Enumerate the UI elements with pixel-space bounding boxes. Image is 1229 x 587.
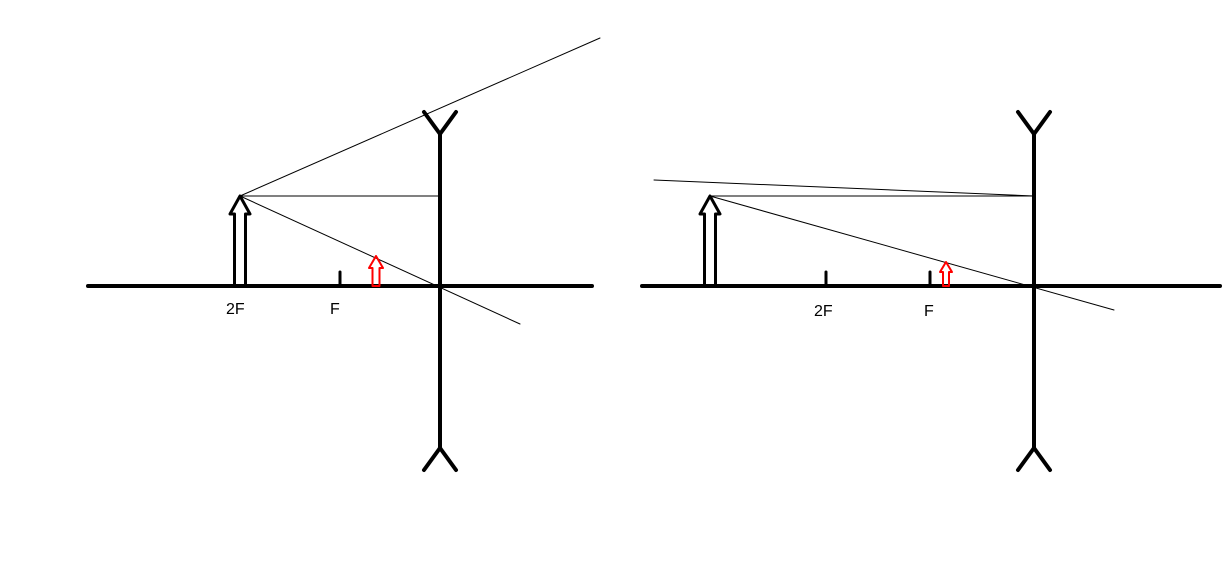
left-diagram: 2F F xyxy=(88,38,600,470)
ray-2 xyxy=(710,196,1114,310)
lens-top-arrow xyxy=(1018,112,1034,134)
lens-top-arrow xyxy=(1034,112,1050,134)
optics-diagram: 2F F 2F F xyxy=(0,0,1229,587)
lens-bottom-arrow xyxy=(1018,448,1034,470)
ray-1 xyxy=(240,38,600,196)
right-diagram: 2F F xyxy=(642,112,1220,470)
lens-bottom-arrow xyxy=(424,448,440,470)
lens-bottom-arrow xyxy=(1034,448,1050,470)
label-F: F xyxy=(330,301,340,318)
ray-2 xyxy=(240,196,520,324)
label-2F: 2F xyxy=(226,301,245,318)
label-F: F xyxy=(924,303,934,320)
label-2F: 2F xyxy=(814,303,833,320)
lens-top-arrow xyxy=(424,112,440,134)
lens-top-arrow xyxy=(440,112,456,134)
object-arrow xyxy=(230,196,250,286)
image-arrow xyxy=(940,262,952,286)
object-arrow xyxy=(700,196,720,286)
lens-bottom-arrow xyxy=(440,448,456,470)
ray-1 xyxy=(654,180,1034,196)
